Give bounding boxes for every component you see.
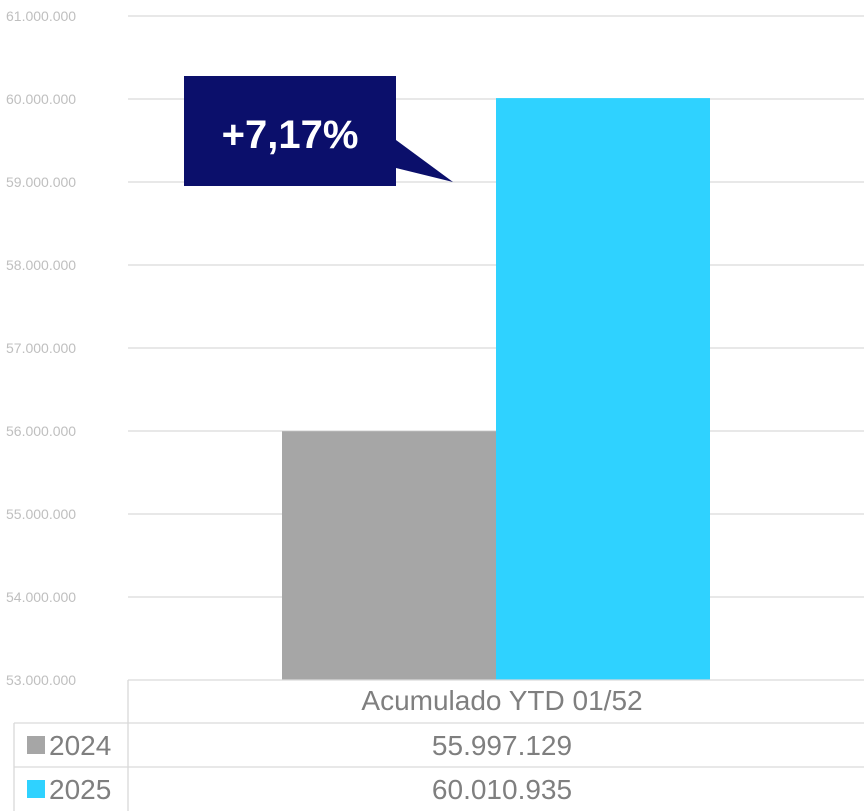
legend-label-2025: 2025 xyxy=(49,774,111,805)
y-tick-label: 56.000.000 xyxy=(6,423,76,439)
data-label-2024: 55.997.129 xyxy=(432,730,572,761)
y-tick-label: 57.000.000 xyxy=(6,340,76,356)
legend-swatch-2025 xyxy=(27,780,45,798)
category-label: Acumulado YTD 01/52 xyxy=(361,685,642,716)
table-rows: 2024 55.997.129 2025 60.010.935 xyxy=(27,730,572,805)
legend-swatch-2024 xyxy=(27,736,45,754)
y-tick-label: 59.000.000 xyxy=(6,174,76,190)
bars xyxy=(282,98,710,680)
y-tick-label: 60.000.000 xyxy=(6,91,76,107)
y-tick-label: 53.000.000 xyxy=(6,672,76,688)
callout-box xyxy=(184,76,453,186)
callout-label: +7,17% xyxy=(222,113,359,157)
y-tick-label: 54.000.000 xyxy=(6,589,76,605)
annotation-callout: +7,17% xyxy=(184,76,453,186)
bar-2024 xyxy=(282,431,496,680)
y-tick-label: 55.000.000 xyxy=(6,506,76,522)
y-tick-label: 58.000.000 xyxy=(6,257,76,273)
y-tick-label: 61.000.000 xyxy=(6,8,76,24)
data-table: Acumulado YTD 01/52 2024 55.997.129 2025 60… xyxy=(13,679,864,811)
data-label-2025: 60.010.935 xyxy=(432,774,572,805)
bar-2025 xyxy=(496,98,710,680)
legend-label-2024: 2024 xyxy=(49,730,111,761)
y-axis-tick-labels: 53.000.000 54.000.000 55.000.000 56.000.000… xyxy=(6,8,76,688)
